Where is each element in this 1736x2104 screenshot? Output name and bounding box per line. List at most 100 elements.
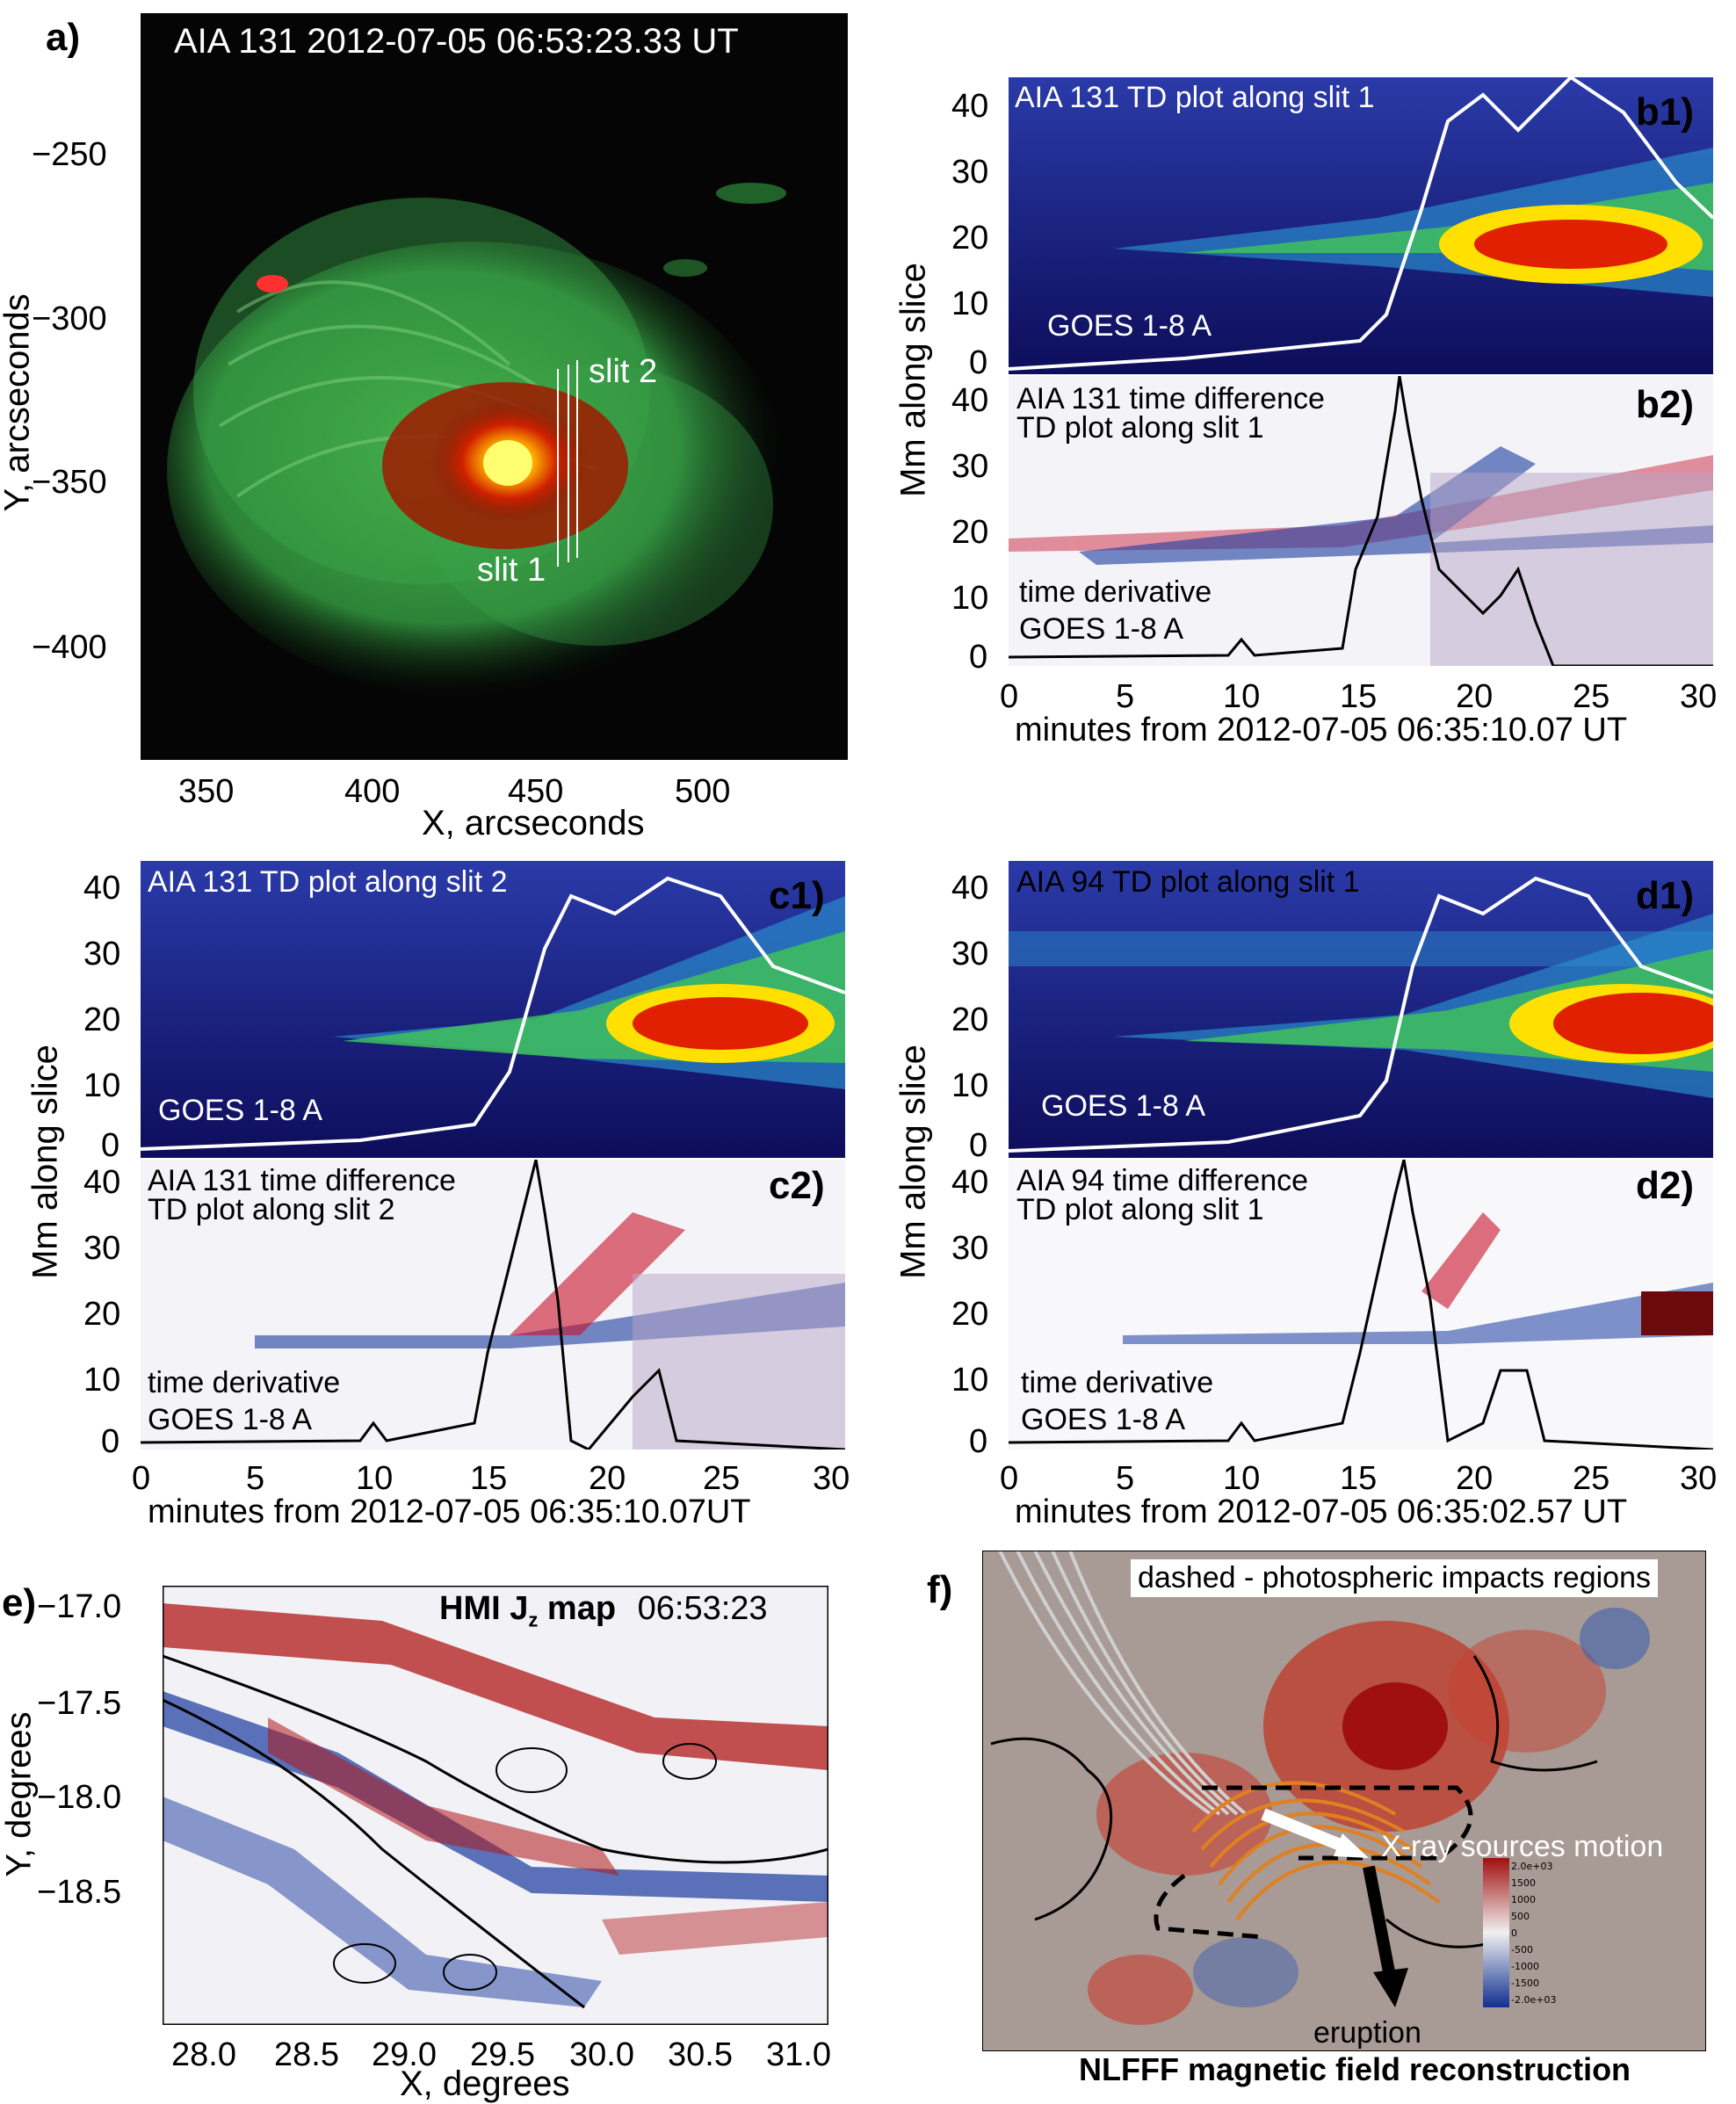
b2-ytick-0: 0 [969,639,988,676]
b2-title2: TD plot along slit 1 [1016,411,1264,445]
c2-ytick-0: 0 [101,1423,120,1460]
panel-f-image [982,1551,1706,2051]
c-xtick-10: 10 [356,1460,394,1497]
cb-3: 1000 [1511,1894,1536,1905]
c1-ytick-30: 30 [83,936,121,972]
e-xtick-7: 31.0 [766,2036,831,2073]
e-ytick-2: −17.5 [37,1685,122,1722]
panel-d1-plot [1009,861,1713,1158]
b1-curve: GOES 1-8 A [1047,309,1212,343]
d2-title1: AIA 94 time difference [1016,1164,1309,1197]
panel-a-label: a) [46,16,81,59]
c2-ytick-40: 40 [83,1164,121,1201]
cb-8: -1500 [1511,1977,1539,1989]
a-ytick-3: −350 [32,464,107,501]
d1-ytick-30: 30 [951,936,989,972]
d1-title: AIA 94 TD plot along slit 1 [1016,865,1360,899]
d-xtick-30: 30 [1680,1460,1718,1497]
d1-label: d1) [1636,874,1694,917]
b1-ytick-0: 0 [969,344,988,381]
b2-curve2: GOES 1-8 A [1019,612,1184,646]
cb-4: 500 [1511,1911,1530,1922]
a-xtick-4: 500 [675,773,731,810]
c-xtick-25: 25 [703,1460,741,1497]
d1-ytick-40: 40 [951,870,989,907]
b1-ytick-40: 40 [951,88,989,125]
e-ylabel: Y, degrees [0,1711,39,1877]
d2-label: d2) [1636,1164,1694,1207]
b-xtick-15: 15 [1340,678,1378,715]
d-xtick-0: 0 [1000,1460,1019,1497]
d2-ytick-20: 20 [951,1296,989,1333]
c2-curve1: time derivative [148,1366,341,1399]
c1-curve: GOES 1-8 A [158,1094,323,1127]
e-title-sub: z [528,1609,539,1631]
a-xtick-2: 400 [344,773,401,810]
b-xtick-25: 25 [1573,678,1610,715]
cb-2: 1500 [1511,1877,1536,1889]
b1-ytick-10: 10 [951,286,989,322]
b1-ytick-30: 30 [951,154,989,191]
b-xlabel: minutes from 2012-07-05 06:35:10.07 UT [1015,712,1628,748]
f-motion: X-ray sources motion [1381,1830,1664,1863]
e-xtick-2: 28.5 [274,2036,339,2073]
c-ylabel: Mm along slice [25,1045,65,1279]
c-xlabel: minutes from 2012-07-05 06:35:10.07UT [148,1493,751,1530]
cb-9: -2.0e+03 [1511,1994,1557,2006]
e-xtick-5: 30.0 [569,2036,634,2073]
d1-ytick-0: 0 [969,1127,988,1164]
slit1-label: slit 1 [477,552,546,589]
c2-title2: TD plot along slit 2 [148,1193,395,1226]
panel-b1-plot [1009,77,1713,374]
e-ytick-3: −18.0 [37,1779,122,1816]
panel-a-title: AIA 131 2012-07-05 06:53:23.33 UT [174,22,739,61]
e-xtick-3: 29.0 [372,2036,437,2073]
cb-1: 2.0e+03 [1511,1861,1553,1872]
d1-curve: GOES 1-8 A [1041,1089,1206,1123]
f-eruption: eruption [1313,2016,1421,2050]
f-note-box: dashed - photospheric impacts regions [1131,1559,1658,1597]
c2-curve2: GOES 1-8 A [148,1403,313,1436]
c-xtick-5: 5 [246,1460,265,1497]
panel-e-title: HMI Jz map 06:53:23 [439,1590,768,1632]
b-ylabel: Mm along slice [893,263,933,497]
panel-b2-plot [1009,376,1713,666]
c-xtick-20: 20 [589,1460,626,1497]
d-xtick-20: 20 [1456,1460,1494,1497]
b1-title: AIA 131 TD plot along slit 1 [1015,81,1375,114]
b2-ytick-20: 20 [951,514,989,551]
d-xlabel: minutes from 2012-07-05 06:35:02.57 UT [1015,1493,1628,1530]
c1-ytick-0: 0 [101,1127,120,1164]
c1-label: c1) [769,874,825,917]
b2-ytick-40: 40 [951,382,989,419]
c1-title: AIA 131 TD plot along slit 2 [148,865,508,899]
e-xtick-6: 30.5 [668,2036,733,2073]
e-xtick-4: 29.5 [470,2036,535,2073]
panel-e-map [163,1586,828,2025]
c2-ytick-10: 10 [83,1362,121,1399]
d-ylabel: Mm along slice [893,1045,933,1279]
panel-a-image [141,13,848,760]
e-ytick-4: −18.5 [37,1874,122,1911]
panel-c1-plot [141,861,845,1158]
c1-ytick-10: 10 [83,1067,121,1104]
c2-ytick-30: 30 [83,1230,121,1267]
b2-ytick-30: 30 [951,448,989,485]
d-xtick-15: 15 [1340,1460,1378,1497]
f-caption: NLFFF magnetic field reconstruction [1079,2051,1631,2087]
d2-curve1: time derivative [1021,1366,1214,1399]
a-xtick-3: 450 [508,773,564,810]
d2-title2: TD plot along slit 1 [1016,1193,1264,1226]
a-xtick-1: 350 [178,773,235,810]
b-xtick-30: 30 [1680,678,1718,715]
d1-ytick-20: 20 [951,1001,989,1038]
e-xtick-1: 28.0 [171,2036,236,2073]
c-xtick-0: 0 [132,1460,151,1497]
d1-ytick-10: 10 [951,1067,989,1104]
e-ytick-1: −17.0 [37,1588,122,1625]
b-xtick-5: 5 [1116,678,1135,715]
d2-ytick-40: 40 [951,1164,989,1201]
e-title-main: HMI J [439,1590,529,1627]
panel-f-label: f) [927,1568,953,1611]
f-note: dashed - photospheric impacts regions [1138,1561,1651,1594]
